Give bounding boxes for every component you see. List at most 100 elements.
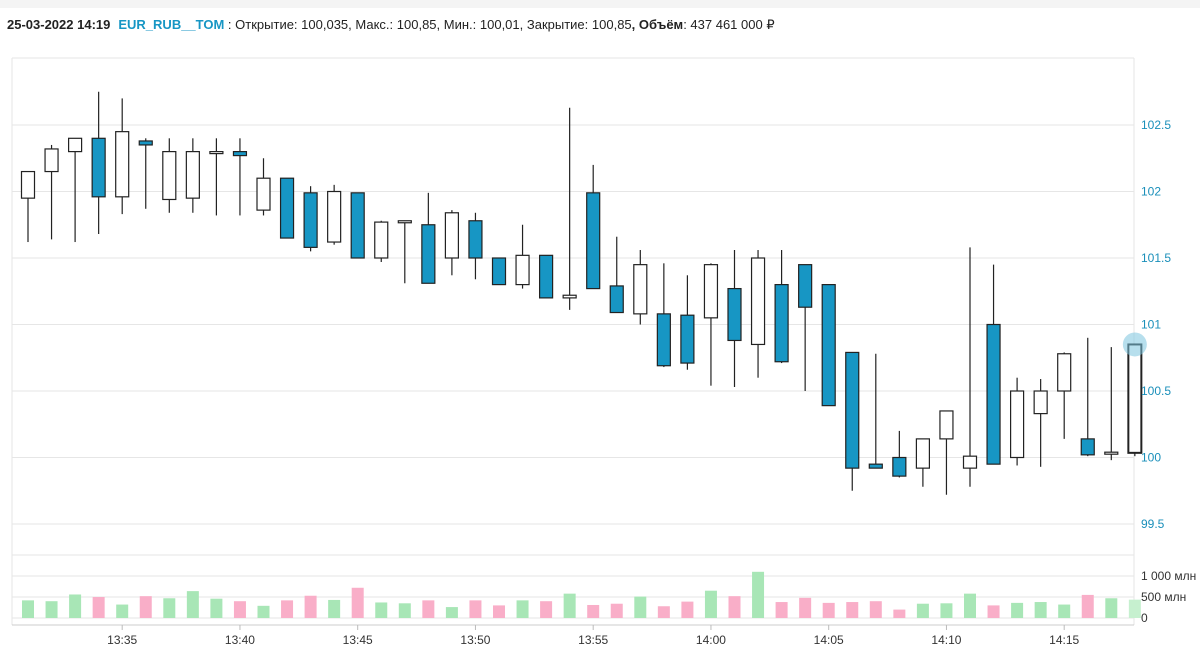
header-volume-sep: : xyxy=(683,17,691,32)
time-tick-label: 14:10 xyxy=(931,633,961,647)
last-price-marker xyxy=(1122,332,1147,357)
candle[interactable] xyxy=(562,107,577,310)
price-tick-label: 100 xyxy=(1141,451,1161,465)
volume-bar xyxy=(1011,602,1024,618)
candle[interactable] xyxy=(256,158,271,216)
top-strip xyxy=(0,0,1200,8)
volume-bar xyxy=(822,602,835,618)
candle-body xyxy=(562,294,577,299)
volume-bar xyxy=(116,604,129,618)
candle[interactable] xyxy=(350,192,365,259)
candle-body xyxy=(209,151,224,155)
candle[interactable] xyxy=(1057,352,1072,439)
candle[interactable] xyxy=(209,138,224,216)
volume-bar xyxy=(728,596,741,618)
volume-bar xyxy=(587,604,600,618)
candle-body xyxy=(515,254,530,286)
candle[interactable] xyxy=(586,164,601,290)
candle[interactable] xyxy=(67,137,83,243)
candle-body xyxy=(915,438,931,469)
volume-bar xyxy=(351,587,364,618)
candle[interactable] xyxy=(727,250,742,388)
candle[interactable] xyxy=(1127,343,1143,457)
candle[interactable] xyxy=(162,138,177,213)
header-symbol[interactable]: EUR_RUB__TOM xyxy=(118,17,225,32)
header-close-label: , Закрытие: xyxy=(519,17,592,32)
volume-bar xyxy=(375,602,388,618)
candle[interactable] xyxy=(138,138,153,209)
candle[interactable] xyxy=(397,220,412,284)
candle[interactable] xyxy=(468,212,483,280)
volume-bar xyxy=(916,603,929,618)
volume-bar xyxy=(799,597,812,618)
volume-bar xyxy=(1058,604,1071,618)
volume-bar xyxy=(92,597,105,618)
candle[interactable] xyxy=(609,236,624,314)
candle[interactable] xyxy=(444,210,459,276)
candle[interactable] xyxy=(868,353,883,469)
candle[interactable] xyxy=(44,144,59,240)
volume-bar xyxy=(964,593,976,618)
candle-body xyxy=(868,463,883,469)
volume-bar xyxy=(940,603,953,618)
candle-body xyxy=(586,192,601,290)
price-tick-label: 101 xyxy=(1141,318,1161,332)
candle[interactable] xyxy=(185,138,200,213)
candle[interactable] xyxy=(327,184,342,245)
candle[interactable] xyxy=(421,192,436,284)
candle[interactable] xyxy=(515,224,530,289)
header-volume-label: , Объём xyxy=(631,17,684,32)
candle[interactable] xyxy=(20,170,36,243)
candle-body xyxy=(279,177,295,239)
candle[interactable] xyxy=(845,351,860,491)
candle[interactable] xyxy=(703,263,719,386)
time-axis: 13:35 13:40 13:45 13:50 13:55 14:00 14:05 14:10… xyxy=(107,625,1080,647)
candle[interactable] xyxy=(633,250,648,325)
candle-body xyxy=(1009,390,1025,459)
candle-body xyxy=(962,455,978,469)
header-datetime: 25-03-2022 14:19 xyxy=(7,17,111,32)
candle[interactable] xyxy=(1033,379,1048,467)
candle[interactable] xyxy=(91,91,106,235)
candle[interactable] xyxy=(962,247,978,487)
volume-bar xyxy=(634,596,647,618)
volume-axis: 1 000 млн 500 млн 0 xyxy=(1141,569,1196,625)
candle-body xyxy=(374,221,389,259)
candle-body xyxy=(727,287,742,342)
time-tick-label: 13:45 xyxy=(343,633,373,647)
candle[interactable] xyxy=(115,98,130,215)
candle[interactable] xyxy=(750,250,766,378)
candle-body xyxy=(91,137,106,198)
candle[interactable] xyxy=(798,264,813,391)
candle[interactable] xyxy=(986,264,1001,465)
candle[interactable] xyxy=(538,254,554,299)
candle-body xyxy=(609,285,624,314)
candle-body xyxy=(256,177,271,211)
candle[interactable] xyxy=(232,138,248,216)
candle[interactable] xyxy=(374,220,389,262)
volume-bar xyxy=(1105,598,1118,618)
candles[interactable] xyxy=(20,91,1143,495)
candle[interactable] xyxy=(680,275,695,370)
candle[interactable] xyxy=(1009,377,1025,466)
candle[interactable] xyxy=(491,257,507,286)
candle[interactable] xyxy=(1080,337,1095,457)
time-tick-label: 14:15 xyxy=(1049,633,1079,647)
volume-tick-label: 500 млн xyxy=(1141,590,1186,604)
time-tick-label: 14:05 xyxy=(814,633,844,647)
candle[interactable] xyxy=(939,410,954,495)
candle[interactable] xyxy=(821,284,836,407)
candle[interactable] xyxy=(279,177,295,239)
time-tick-label: 13:40 xyxy=(225,633,255,647)
candle[interactable] xyxy=(303,186,318,252)
candle[interactable] xyxy=(915,438,931,487)
candle-body xyxy=(845,351,860,469)
candle[interactable] xyxy=(1104,347,1119,461)
time-tick-label: 13:50 xyxy=(460,633,490,647)
candle[interactable] xyxy=(656,263,671,368)
candle[interactable] xyxy=(892,430,907,478)
volume-bar xyxy=(210,598,223,618)
candle-body xyxy=(350,192,365,259)
candle[interactable] xyxy=(774,250,789,364)
